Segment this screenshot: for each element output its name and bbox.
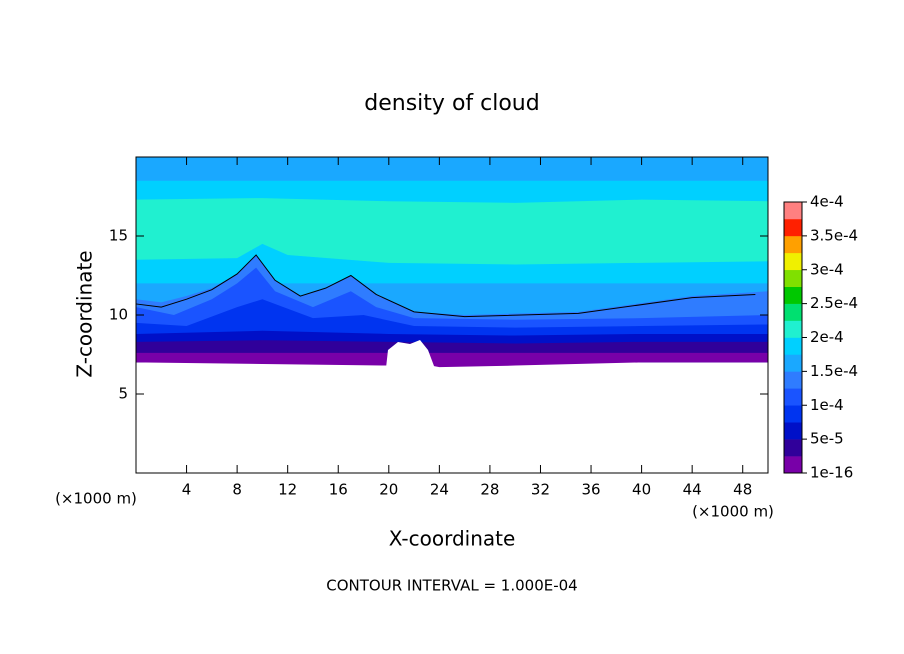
x-tick-label: 12 <box>278 481 297 499</box>
colorbar-swatch <box>784 456 802 474</box>
x-tick-label: 44 <box>683 481 702 499</box>
x-tick-label: 40 <box>632 481 651 499</box>
colorbar-tick-label: 5e-5 <box>810 430 844 448</box>
colorbar-swatch <box>784 218 802 237</box>
colorbar-swatch <box>784 235 802 254</box>
colorbar-tick-label: 3e-4 <box>810 260 844 278</box>
y-tick-label: 10 <box>109 306 128 324</box>
colorbar-swatch <box>784 439 802 457</box>
contour-line <box>135 254 756 318</box>
x-tick-label: 48 <box>733 481 752 499</box>
colorbar-tick-label: 4e-4 <box>810 193 844 211</box>
x-axis-label: X-coordinate <box>389 527 516 551</box>
colorbar-swatch <box>784 422 802 440</box>
contour-region <box>136 352 768 368</box>
x-tick-label: 20 <box>379 481 398 499</box>
no-data-gap <box>386 340 436 370</box>
colorbar-tick-label: 1e-4 <box>810 396 844 414</box>
colorbar-swatch <box>784 320 802 338</box>
colorbar-swatch <box>784 252 802 271</box>
y-axis-label: Z-coordinate <box>73 250 97 377</box>
contour-note: CONTOUR INTERVAL = 1.000E-04 <box>326 577 577 595</box>
colorbar-swatch <box>784 337 802 355</box>
colorbar-swatch <box>784 371 802 389</box>
x-tick-label: 4 <box>182 481 192 499</box>
x-tick-label: 8 <box>232 481 242 499</box>
colorbar-tick-label: 2.5e-4 <box>810 294 858 312</box>
y-tick-label: 15 <box>109 227 128 245</box>
colorbar-swatch <box>784 286 802 304</box>
colorbar-swatch <box>784 202 802 220</box>
colorbar-tick-label: 1.5e-4 <box>810 362 858 380</box>
x-tick-label: 24 <box>430 481 449 499</box>
y-tick-label: 5 <box>118 385 128 403</box>
x-tick-label: 16 <box>329 481 348 499</box>
colorbar-tick-label: 3.5e-4 <box>810 226 858 244</box>
colorbar-tick-label: 1e-16 <box>810 464 853 482</box>
colorbar-swatch <box>784 405 802 423</box>
colorbar-swatch <box>784 269 802 287</box>
x-tick-label: 32 <box>531 481 550 499</box>
x-unit: (×1000 m) <box>692 503 774 521</box>
colorbar-tick-label: 2e-4 <box>810 328 844 346</box>
colorbar-swatch <box>784 388 802 406</box>
y-unit: (×1000 m) <box>55 490 137 508</box>
contour-region <box>136 198 768 265</box>
colorbar-swatch <box>784 303 802 321</box>
colorbar-swatch <box>784 354 802 372</box>
chart-title: density of cloud <box>364 91 539 116</box>
x-tick-label: 36 <box>581 481 600 499</box>
x-tick-label: 28 <box>480 481 499 499</box>
